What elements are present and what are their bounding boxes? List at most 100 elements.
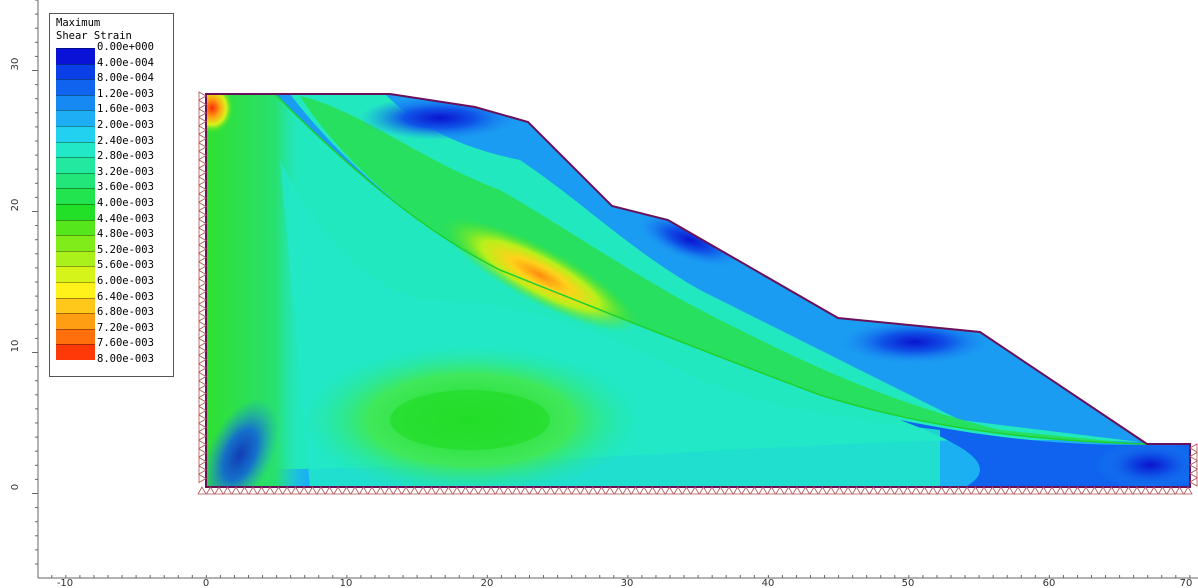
support-triangle: [198, 108, 207, 118]
support-triangle: [647, 486, 658, 495]
support-triangle: [435, 486, 445, 495]
right-boundary-supports: [1189, 443, 1198, 487]
legend-title-line2: Shear Strain: [56, 30, 132, 42]
support-triangle: [1047, 486, 1057, 495]
support-triangle: [198, 269, 207, 280]
support-triangle: [630, 486, 641, 495]
support-triangle: [783, 486, 794, 495]
support-triangle: [681, 486, 692, 495]
legend-row: 5.60e-003: [56, 259, 168, 282]
support-triangle: [1189, 468, 1198, 479]
support-triangle: [885, 486, 896, 495]
legend-value: 1.60e-003: [97, 103, 154, 116]
support-triangle: [528, 486, 539, 495]
support-triangle: [562, 486, 573, 495]
support-triangle: [1081, 486, 1091, 495]
support-triangle: [198, 278, 207, 288]
x-tick-label: -10: [57, 578, 73, 588]
legend-swatch: [56, 63, 95, 80]
support-triangle: [766, 486, 777, 495]
support-triangle: [198, 422, 207, 433]
legend-row: 7.60e-003: [56, 337, 168, 360]
support-triangle: [656, 486, 666, 495]
legend-swatch: [56, 250, 95, 267]
support-triangle: [299, 486, 309, 495]
support-triangle: [520, 486, 530, 495]
legend-swatch: [56, 94, 95, 111]
bottom-boundary-supports: [197, 486, 1193, 495]
heel-blue-pocket: [206, 398, 279, 487]
x-tick-label: 30: [621, 578, 634, 588]
support-triangle: [198, 346, 207, 356]
y-tick-labels: 30 20 10 0: [10, 58, 21, 491]
support-triangle: [919, 486, 930, 495]
support-triangle: [826, 486, 836, 495]
support-triangle: [198, 380, 207, 390]
support-triangle: [418, 486, 428, 495]
support-triangle: [198, 159, 207, 169]
support-triangle: [198, 439, 207, 450]
support-triangle: [198, 176, 207, 186]
support-triangle: [197, 486, 207, 495]
x-tick-label: 70: [1180, 578, 1193, 588]
legend-swatch: [56, 157, 95, 173]
support-triangle: [384, 486, 394, 495]
support-triangle: [222, 486, 233, 495]
legend-row: 1.20e-003: [56, 88, 168, 111]
support-triangle: [732, 486, 743, 495]
support-triangle: [902, 486, 913, 495]
support-triangle: [596, 486, 607, 495]
support-triangle: [1021, 486, 1032, 495]
support-triangle: [970, 486, 981, 495]
legend-value: 7.60e-003: [97, 337, 154, 350]
support-triangle: [741, 486, 751, 495]
support-triangle: [367, 486, 377, 495]
support-triangle: [452, 486, 462, 495]
y-tick-label: 0: [10, 484, 21, 490]
legend-value: 4.80e-003: [97, 228, 154, 241]
legend-swatch: [56, 141, 95, 158]
legend-swatch: [56, 79, 95, 95]
support-triangle: [198, 235, 207, 246]
support-triangle: [1174, 486, 1185, 495]
support-triangle: [198, 150, 207, 161]
support-triangle: [341, 486, 352, 495]
y-tick-label: 10: [10, 340, 21, 353]
y-axis-ticks: [32, 0, 38, 565]
legend-swatch: [56, 126, 95, 142]
support-triangle: [469, 486, 479, 495]
x-tick-label: 20: [481, 578, 494, 588]
support-triangle: [198, 371, 207, 382]
support-triangle: [1055, 486, 1066, 495]
support-triangle: [324, 486, 335, 495]
support-triangle: [198, 91, 207, 101]
support-triangle: [198, 303, 207, 314]
legend-swatch: [56, 172, 95, 189]
legend-swatch: [56, 219, 95, 236]
support-triangle: [987, 486, 998, 495]
legend-value: 1.20e-003: [97, 87, 154, 100]
support-triangle: [775, 486, 785, 495]
support-triangle: [605, 486, 615, 495]
support-triangle: [843, 486, 853, 495]
support-triangle: [554, 486, 564, 495]
support-triangle: [198, 312, 207, 322]
legend-value: 4.00e-004: [97, 56, 154, 69]
legend-row: 4.40e-003: [56, 213, 168, 236]
legend-value: 4.40e-003: [97, 212, 154, 225]
support-triangle: [834, 486, 845, 495]
support-triangle: [486, 486, 496, 495]
support-triangle: [1089, 486, 1100, 495]
shear-strain-contours: [206, 94, 1190, 487]
support-triangle: [1123, 486, 1134, 495]
support-triangle: [588, 486, 598, 495]
legend-value: 3.20e-003: [97, 165, 154, 178]
support-triangle: [409, 486, 420, 495]
legend-value: 5.60e-003: [97, 259, 154, 272]
support-triangle: [1064, 486, 1074, 495]
slip-hot-zone: [441, 217, 639, 333]
legend-title-line1: Maximum: [56, 17, 101, 29]
legend-swatch: [56, 188, 95, 204]
left-boundary-supports: [198, 91, 207, 484]
